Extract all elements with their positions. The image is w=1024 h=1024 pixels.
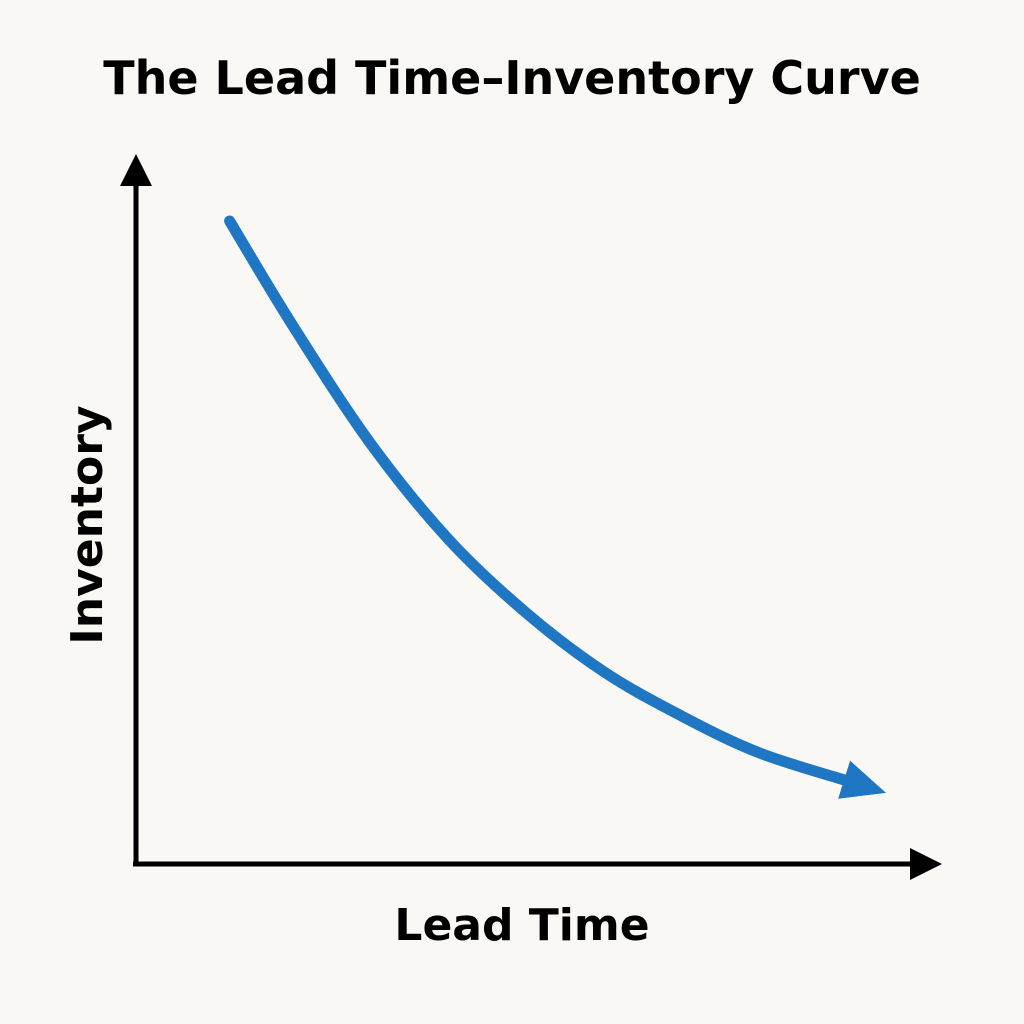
y-axis-label: Inventory	[62, 405, 113, 644]
x-axis-arrow-icon	[910, 848, 942, 880]
chart-title: The Lead Time–Inventory Curve	[103, 51, 921, 105]
x-axis-label: Lead Time	[394, 900, 649, 951]
lead-time-inventory-curve	[224, 215, 887, 799]
y-axis-arrow-icon	[120, 154, 152, 186]
